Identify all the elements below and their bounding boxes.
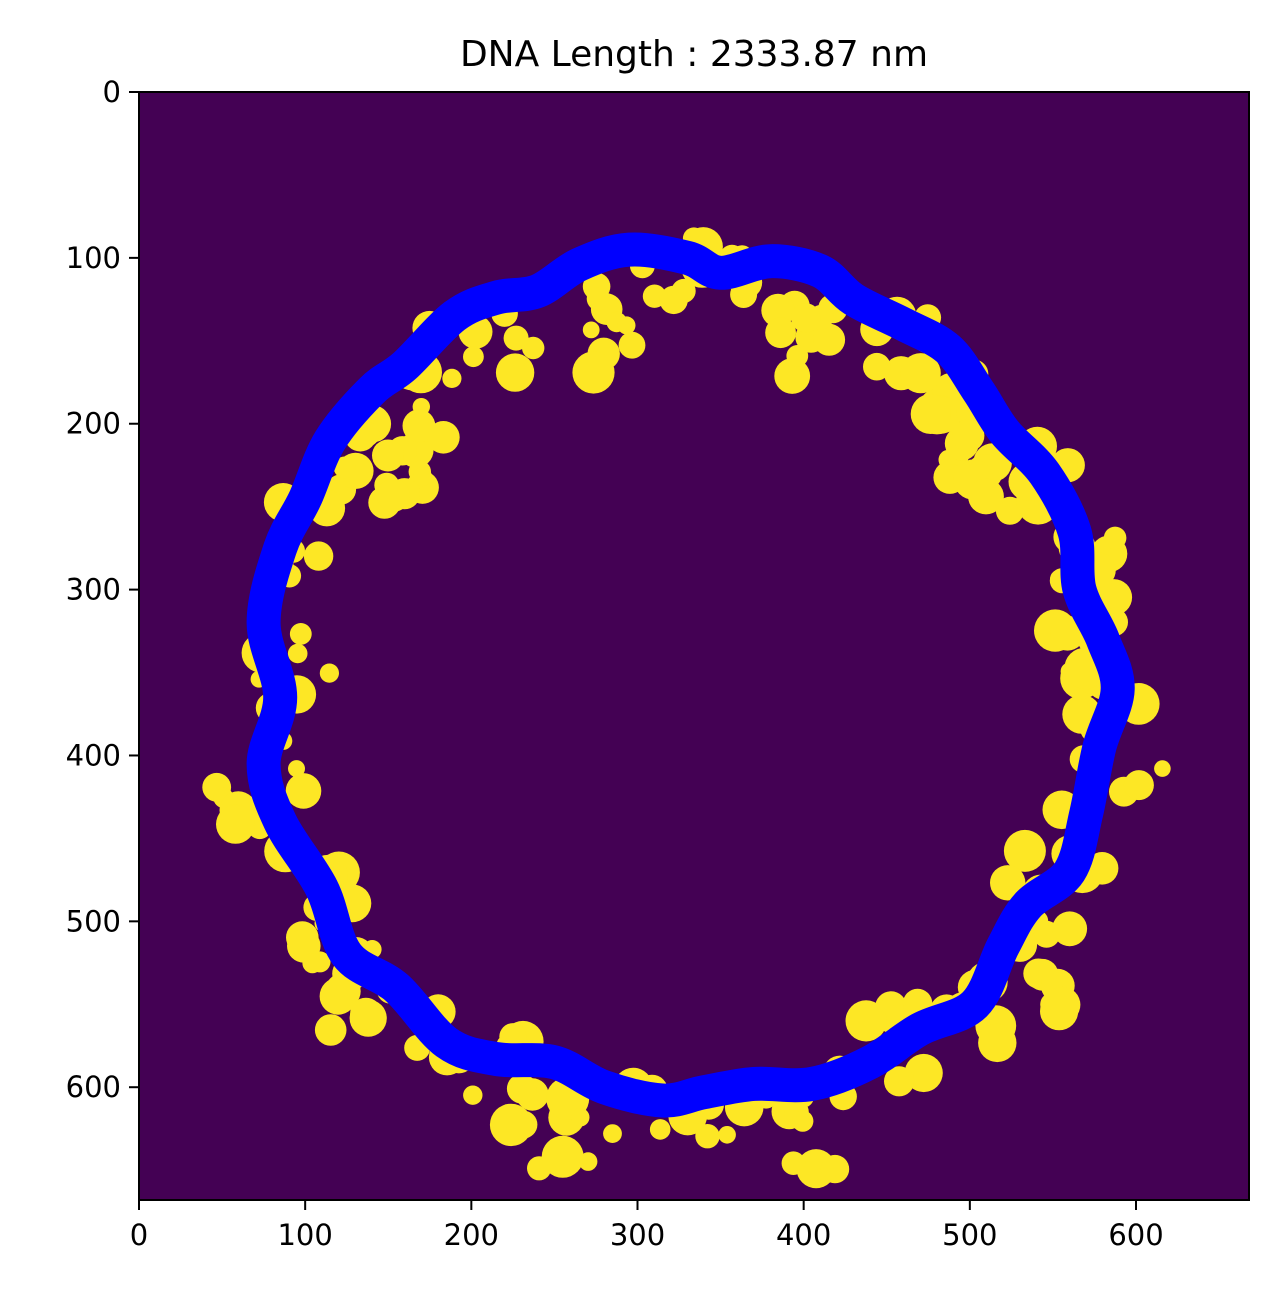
mask-speckle [863,352,891,381]
y-tick-label: 200 [66,407,121,441]
mask-speckle [570,1108,590,1127]
y-tick-label: 500 [66,904,121,938]
mask-speckle [442,368,462,388]
plot-area [139,92,1249,1200]
mask-speckle [413,467,432,487]
mask-speckle [791,303,821,333]
x-tick-label: 0 [130,1218,148,1252]
mask-speckle [718,1126,736,1144]
mask-speckle [522,336,545,360]
mask-speckle [303,541,334,571]
y-tick-label: 400 [66,738,121,772]
mask-speckle [990,865,1026,901]
mask-speckle [1050,615,1085,651]
mask-speckle [904,1053,943,1093]
mask-speckle [774,358,811,394]
mask-speckle [333,456,356,479]
x-axis: 0 100 200 300 400 500 600 [130,1200,1164,1252]
x-tick-label: 300 [610,1218,665,1252]
x-tick-label: 600 [1108,1218,1163,1252]
chart-title: DNA Length : 2333.87 nm [460,34,928,75]
mask-speckle [820,1154,850,1184]
mask-speckle [845,1000,887,1042]
mask-speckle [952,419,985,452]
mask-speckle [503,325,529,351]
mask-speckle [289,623,312,645]
x-tick-label: 400 [776,1218,831,1252]
mask-speckle [288,760,305,778]
mask-speckle [1154,760,1171,777]
y-tick-label: 300 [66,573,121,607]
mask-speckle [427,421,460,454]
mask-speckle [402,409,436,443]
dna-trace-line [246,232,1135,1118]
mask-speckle [695,1124,720,1149]
mask-speckle [765,317,796,349]
mask-speckle [1085,852,1119,885]
mask-speckle [372,439,404,472]
mask-speckle [978,1023,1017,1063]
mask-speckle [1103,526,1127,550]
mask-speckle [350,997,382,1030]
mask-speckle [586,287,611,311]
mask-speckle [659,285,688,315]
x-tick-label: 200 [444,1218,499,1252]
mask-speckle [506,1073,537,1104]
y-tick-label: 600 [66,1070,121,1104]
y-tick-label: 100 [66,241,121,275]
mask-speckle [900,353,941,394]
mask-speckle [572,351,615,394]
mask-speckle [884,1066,915,1097]
mask-speckle [463,1085,483,1105]
mask-speckle [1044,986,1081,1023]
x-tick-label: 500 [942,1218,997,1252]
mask-speckle [314,1014,347,1046]
plot-frame [138,91,1250,1201]
trace-layer [246,232,1135,1118]
mask-speckle [287,643,308,664]
mask-speckle [319,663,339,683]
mask-speckle [813,323,846,356]
mask-speckle [216,804,255,844]
mask-speckle [786,345,809,367]
y-tick-label: 0 [103,75,121,109]
mask-speckle [285,773,322,809]
mask-speckle [463,346,484,368]
mask-speckle [618,331,646,359]
mask-speckle [617,316,636,335]
mask-speckle [1123,770,1154,801]
mask-speckle [319,977,357,1015]
mask-speckle [541,1135,584,1178]
mask-speckle [968,478,1004,515]
y-axis: 0 100 200 300 400 500 600 [66,75,139,1104]
mask-speckle [792,1110,814,1132]
mask-speckle [1003,829,1046,872]
mask-speckle [495,353,535,392]
mask-speckle [489,1103,533,1147]
mask-speckle [649,1119,671,1140]
mask-speckle [355,422,380,447]
mask-speckle [1052,911,1088,947]
mask-speckle [603,1124,622,1143]
mask-speckle [910,394,951,434]
x-tick-label: 100 [277,1218,332,1252]
mask-speckle [302,953,323,974]
mask-speckle [781,1151,806,1175]
mask-speckle [376,478,410,512]
mask-speckle [582,321,600,339]
